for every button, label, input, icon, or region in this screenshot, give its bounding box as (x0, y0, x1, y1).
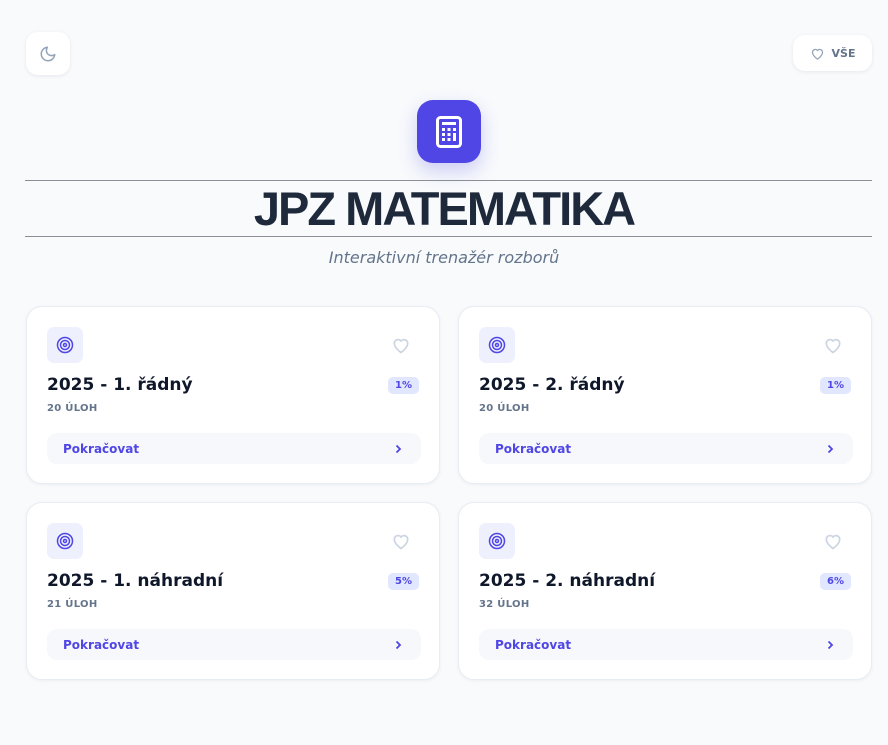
chevron-right-icon (395, 640, 402, 649)
exam-card[interactable]: 2025 - 2. náhradní 6% 32 ÚLOH Pokračovat (458, 502, 872, 680)
exam-icon-box (479, 327, 515, 363)
moon-icon (40, 46, 56, 61)
continue-label: Pokračovat (63, 441, 140, 456)
favorite-toggle[interactable] (391, 531, 411, 555)
heart-icon (825, 338, 841, 354)
heart-icon (393, 534, 409, 550)
exam-title: 2025 - 1. náhradní (47, 571, 224, 591)
exam-title: 2025 - 1. řádný (47, 375, 193, 395)
exam-card[interactable]: 2025 - 1. řádný 1% 20 ÚLOH Pokračovat (26, 306, 440, 484)
target-icon (488, 336, 506, 354)
continue-button[interactable]: Pokračovat (47, 629, 421, 660)
page-subtitle: Interaktivní trenažér rozborů (328, 248, 560, 267)
chevron-right-icon (827, 444, 834, 453)
progress-badge: 1% (388, 377, 419, 394)
target-icon (488, 532, 506, 550)
task-count: 20 ÚLOH (47, 403, 98, 414)
favorite-toggle[interactable] (391, 335, 411, 359)
continue-button[interactable]: Pokračovat (47, 433, 421, 464)
continue-button[interactable]: Pokračovat (479, 629, 853, 660)
exam-card[interactable]: 2025 - 2. řádný 1% 20 ÚLOH Pokračovat (458, 306, 872, 484)
target-icon (56, 336, 74, 354)
task-count: 32 ÚLOH (479, 599, 530, 610)
task-count: 21 ÚLOH (47, 599, 98, 610)
exam-icon-box (479, 523, 515, 559)
continue-label: Pokračovat (495, 637, 572, 652)
title-top-divider (25, 180, 872, 181)
page-title: JPZ MATEMATIKA (253, 182, 636, 235)
task-count: 20 ÚLOH (479, 403, 530, 414)
continue-label: Pokračovat (63, 637, 140, 652)
exam-icon-box (47, 327, 83, 363)
favorite-toggle[interactable] (823, 531, 843, 555)
continue-label: Pokračovat (495, 441, 572, 456)
continue-button[interactable]: Pokračovat (479, 433, 853, 464)
heart-icon (825, 534, 841, 550)
target-icon (56, 532, 74, 550)
progress-badge: 5% (388, 573, 419, 590)
chevron-right-icon (395, 444, 402, 453)
app-logo (417, 100, 481, 163)
favorites-label: VŠE (831, 46, 856, 60)
heart-icon (811, 48, 823, 60)
favorite-toggle[interactable] (823, 335, 843, 359)
exam-card[interactable]: 2025 - 1. náhradní 5% 21 ÚLOH Pokračovat (26, 502, 440, 680)
heart-icon (393, 338, 409, 354)
progress-badge: 1% (820, 377, 851, 394)
progress-badge: 6% (820, 573, 851, 590)
theme-toggle-button[interactable] (26, 32, 70, 75)
calculator-icon (436, 115, 462, 148)
title-bottom-divider (25, 236, 872, 237)
chevron-right-icon (827, 640, 834, 649)
favorites-filter-button[interactable]: VŠE (793, 35, 872, 71)
exam-title: 2025 - 2. náhradní (479, 571, 656, 591)
exam-icon-box (47, 523, 83, 559)
exam-title: 2025 - 2. řádný (479, 375, 625, 395)
